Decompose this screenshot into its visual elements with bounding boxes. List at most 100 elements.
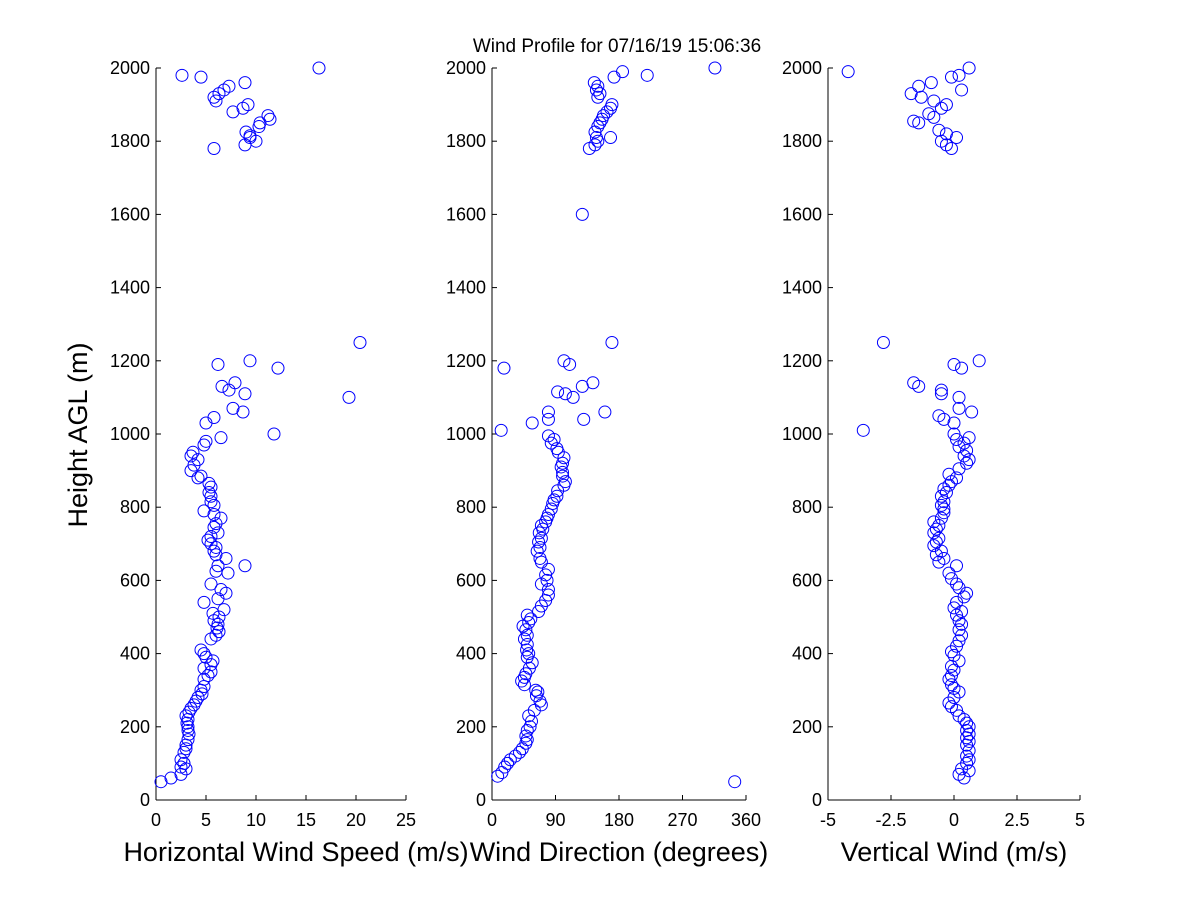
data-point: [154, 775, 168, 789]
data-point: [508, 749, 522, 763]
y-tick-label: 800: [456, 497, 486, 517]
data-point: [927, 515, 941, 529]
data-point: [944, 572, 958, 586]
x-axis-label: Wind Direction (degrees): [470, 837, 769, 867]
data-point: [922, 107, 936, 121]
data-point: [204, 495, 218, 509]
x-tick-label: 10: [246, 810, 266, 830]
data-point: [607, 70, 621, 84]
data-point: [960, 456, 974, 470]
data-point: [544, 502, 558, 516]
data-point: [937, 495, 951, 509]
y-tick-label: 1200: [110, 351, 150, 371]
data-point: [342, 390, 356, 404]
data-point: [591, 90, 605, 104]
data-point: [202, 476, 216, 490]
data-point: [600, 105, 614, 119]
data-point: [211, 357, 225, 371]
chart-title: Wind Profile for 07/16/19 15:06:36: [473, 36, 761, 57]
y-tick-label: 1800: [110, 131, 150, 151]
data-point: [927, 539, 941, 553]
data-point: [950, 432, 964, 446]
data-point: [960, 756, 974, 770]
data-point: [952, 581, 966, 595]
data-point: [261, 109, 275, 123]
data-point: [947, 416, 961, 430]
data-point: [529, 683, 543, 697]
data-point: [226, 401, 240, 415]
data-point: [856, 423, 870, 437]
data-point: [558, 387, 572, 401]
data-point: [199, 416, 213, 430]
data-point: [952, 634, 966, 648]
data-point: [497, 361, 511, 375]
data-point: [204, 577, 218, 591]
y-tick-label: 400: [792, 644, 822, 664]
data-point: [207, 544, 221, 558]
y-tick-label: 2000: [446, 58, 486, 78]
data-point: [217, 603, 231, 617]
data-point: [708, 61, 722, 75]
y-tick-label: 2000: [782, 58, 822, 78]
data-point: [228, 376, 242, 390]
data-point: [907, 114, 921, 128]
data-point: [177, 756, 191, 770]
y-tick-label: 0: [476, 790, 486, 810]
data-point: [962, 727, 976, 741]
data-point: [353, 336, 367, 349]
data-point: [540, 573, 554, 587]
data-point: [522, 615, 536, 629]
data-point: [944, 70, 958, 84]
data-point: [541, 588, 555, 602]
y-tick-label: 400: [120, 644, 150, 664]
data-point: [947, 427, 961, 441]
x-tick-label: -5: [820, 810, 836, 830]
data-point: [532, 526, 546, 540]
data-point: [932, 123, 946, 137]
data-point: [616, 65, 630, 79]
data-point: [214, 511, 228, 525]
y-tick-label: 800: [792, 497, 822, 517]
x-tick-label: 25: [396, 810, 416, 830]
data-point: [934, 498, 948, 512]
data-point: [598, 405, 612, 419]
data-point: [520, 608, 534, 622]
data-point: [184, 702, 198, 715]
x-tick-label: 2.5: [1004, 810, 1029, 830]
data-point: [952, 68, 966, 82]
data-point: [175, 68, 189, 82]
y-tick-label: 1400: [446, 278, 486, 298]
y-tick-label: 0: [140, 790, 150, 810]
data-point: [937, 506, 951, 520]
data-point: [841, 65, 855, 79]
data-point: [494, 423, 508, 437]
data-point: [197, 647, 211, 661]
y-tick-label: 0: [812, 790, 822, 810]
data-point: [523, 720, 537, 734]
data-point: [179, 709, 193, 723]
data-point: [904, 87, 918, 101]
y-tick-label: 600: [456, 570, 486, 590]
data-point: [939, 98, 953, 112]
y-tick-label: 1000: [446, 424, 486, 444]
data-point: [204, 480, 218, 494]
x-tick-label: 5: [1075, 810, 1085, 830]
y-tick-label: 600: [792, 570, 822, 590]
data-point: [541, 562, 555, 576]
data-point: [191, 471, 205, 485]
x-axis-label: Horizontal Wind Speed (m/s): [123, 837, 468, 867]
data-point: [937, 502, 951, 516]
data-point: [197, 672, 211, 686]
data-point: [962, 744, 976, 758]
data-point: [934, 511, 948, 525]
data-point: [177, 745, 191, 759]
panel-1: 0 200 400 600 800 1000 1200 1400 1600 1800 2000 0 5 1…: [110, 58, 469, 867]
data-point: [605, 98, 619, 112]
data-point: [243, 129, 257, 143]
panel-2: 0 200 400 600 800 1000 1200 1400 1600 1800 2000 0 90…: [446, 58, 768, 867]
data-point: [962, 734, 976, 748]
data-point: [544, 436, 558, 450]
data-point: [519, 623, 533, 637]
data-point: [907, 376, 921, 390]
